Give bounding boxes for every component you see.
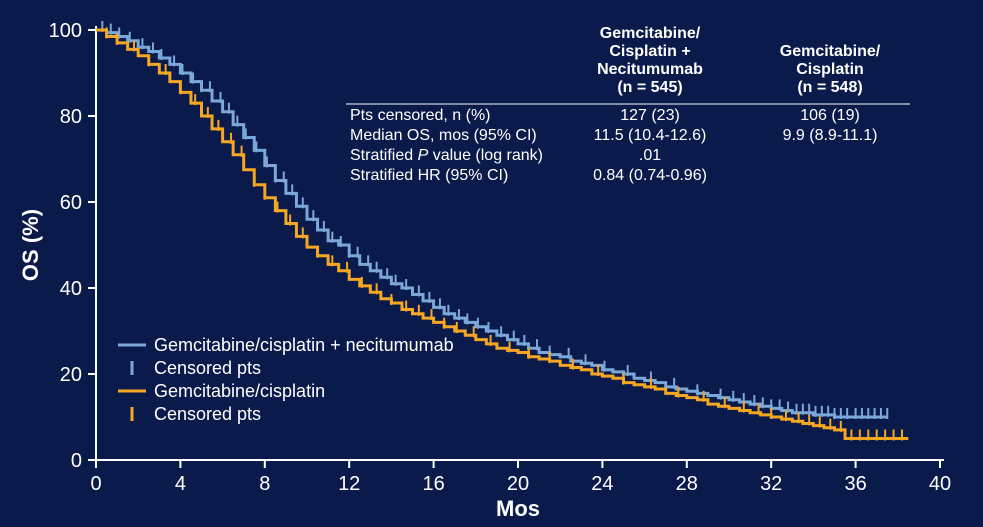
stats-header: Cisplatin <box>796 61 864 78</box>
x-tick-label: 24 <box>591 473 613 495</box>
km-chart: 0 20 40 60 80 100 0 4 8 12 16 20 24 28 32 36 40 Mos OS (%)… <box>0 0 983 527</box>
stats-header: (n = 548) <box>797 79 862 96</box>
stats-row-label: Median OS, mos (95% CI) <box>350 127 537 144</box>
stats-row-v1: 127 (23) <box>620 107 680 124</box>
y-tick-label: 100 <box>49 20 82 42</box>
x-tick-label: 32 <box>760 473 782 495</box>
x-tick-label: 12 <box>338 473 360 495</box>
legend-label: Censored pts <box>154 358 261 378</box>
legend-label: Censored pts <box>154 404 261 424</box>
stats-header: Gemcitabine/ <box>780 43 881 60</box>
y-tick-label: 60 <box>60 192 82 214</box>
x-tick-label: 0 <box>90 473 101 495</box>
legend-label: Gemcitabine/cisplatin <box>154 381 325 401</box>
x-tick-label: 36 <box>844 473 866 495</box>
x-tick-label: 16 <box>422 473 444 495</box>
stats-row-label: Pts censored, n (%) <box>350 107 491 124</box>
stats-row-v1: 11.5 (10.4-12.6) <box>594 127 707 144</box>
x-tick-label: 8 <box>259 473 270 495</box>
x-tick-label: 4 <box>175 473 186 495</box>
stats-row-v1: 0.84 (0.74-0.96) <box>593 167 707 184</box>
x-tick-label: 28 <box>676 473 698 495</box>
x-axis-label: Mos <box>496 496 540 521</box>
stats-row-label: Stratified HR (95% CI) <box>350 167 508 184</box>
stats-header: Cisplatin + <box>609 43 690 60</box>
stats-header: Necitumumab <box>597 61 703 78</box>
y-tick-label: 40 <box>60 278 82 300</box>
legend-label: Gemcitabine/cisplatin + necitumumab <box>154 335 454 355</box>
stats-header: (n = 545) <box>617 79 682 96</box>
stats-row-v2: 106 (19) <box>800 107 860 124</box>
y-tick-label: 0 <box>71 450 82 472</box>
stats-row-v1: .01 <box>639 147 661 164</box>
stats-row-v2: 9.9 (8.9-11.1) <box>783 127 878 144</box>
y-axis-label: OS (%) <box>18 209 43 281</box>
x-tick-label: 20 <box>507 473 529 495</box>
stats-header: Gemcitabine/ <box>600 25 701 42</box>
x-tick-label: 40 <box>929 473 951 495</box>
y-tick-label: 20 <box>60 364 82 386</box>
stats-row-label: Stratified P value (log rank) <box>350 147 543 164</box>
y-tick-label: 80 <box>60 106 82 128</box>
